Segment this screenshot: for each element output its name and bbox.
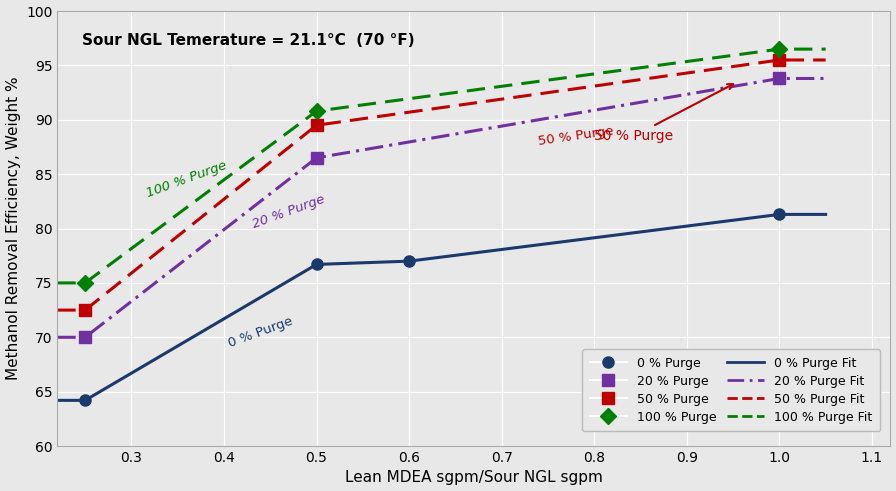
Text: 50 % Purge: 50 % Purge [594,84,733,143]
Text: 100 % Purge: 100 % Purge [145,159,228,200]
Text: 20 % Purge: 20 % Purge [251,193,327,231]
Y-axis label: Methanol Removal Efficiency, Weight %: Methanol Removal Efficiency, Weight % [5,77,21,381]
X-axis label: Lean MDEA sgpm/Sour NGL sgpm: Lean MDEA sgpm/Sour NGL sgpm [345,470,603,486]
Text: 0 % Purge: 0 % Purge [227,314,295,350]
Text: Sour NGL Temerature = 21.1°C  (70 °F): Sour NGL Temerature = 21.1°C (70 °F) [82,33,415,48]
Text: 50 % Purge: 50 % Purge [537,124,615,148]
Legend: 0 % Purge, 20 % Purge, 50 % Purge, 100 % Purge, 0 % Purge Fit, 20 % Purge Fit, 5: 0 % Purge, 20 % Purge, 50 % Purge, 100 %… [582,349,880,431]
